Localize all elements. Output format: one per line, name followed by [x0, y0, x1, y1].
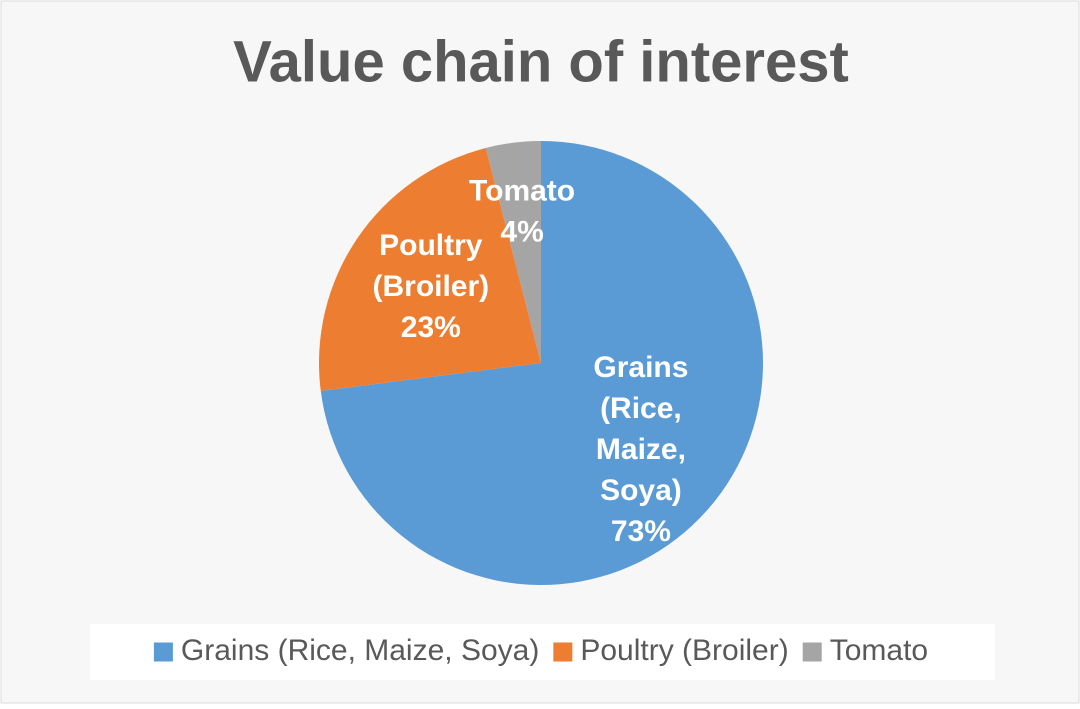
legend-label: Poultry (Broiler)	[580, 634, 788, 667]
legend-background	[90, 624, 995, 680]
legend-label: Grains (Rice, Maize, Soya)	[181, 634, 539, 667]
data-label-value: 23%	[401, 311, 461, 344]
legend-swatch	[553, 642, 573, 662]
data-label-name: Poultry (Broiler)	[372, 229, 489, 303]
pie-slice	[319, 147, 541, 391]
data-label-name: Grains (Rice, Maize, Soya)	[593, 351, 688, 507]
legend-swatch	[802, 642, 822, 662]
legend-label: Tomato	[830, 634, 928, 667]
data-label-value: 73%	[611, 515, 671, 548]
pie-slice	[485, 141, 541, 363]
pie-slice	[320, 141, 763, 585]
data-label-name: Tomato	[469, 175, 575, 208]
data-label-value: 4%	[500, 216, 543, 249]
legend-swatch	[153, 642, 173, 662]
chart-title: Value chain of interest	[233, 29, 849, 94]
